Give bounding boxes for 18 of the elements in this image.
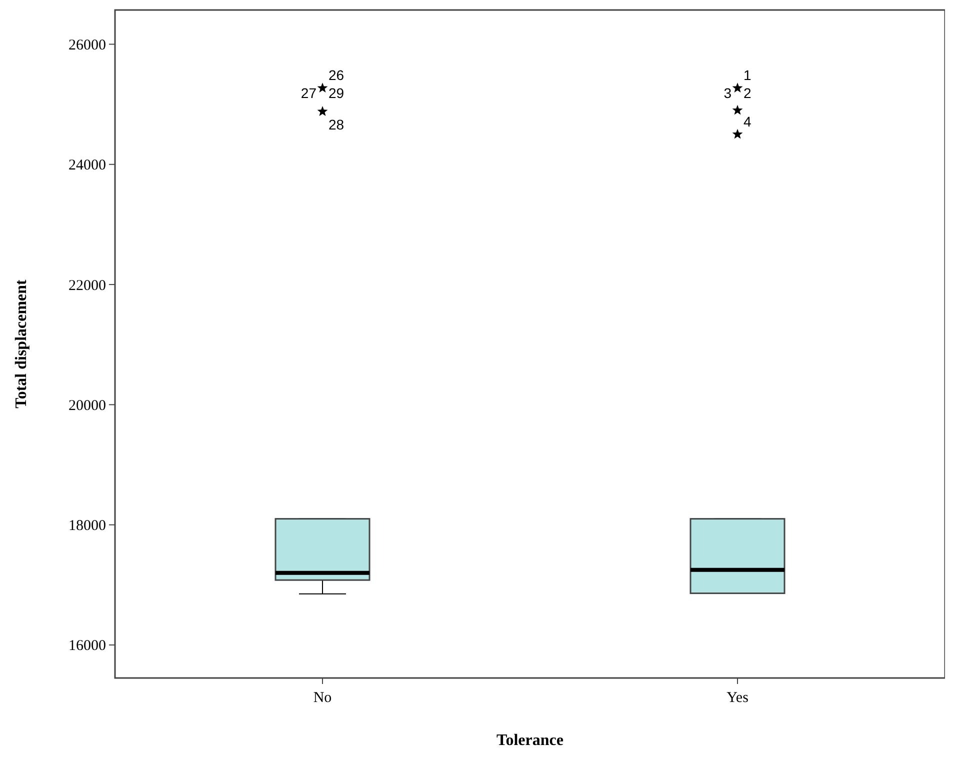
annotation: 26 xyxy=(328,67,344,84)
x-tick-label: No xyxy=(313,690,332,706)
y-axis-title: Total displacement xyxy=(13,278,30,408)
annotation: 4 xyxy=(744,113,752,130)
y-tick-label: 18000 xyxy=(68,518,106,534)
y-tick-label: 16000 xyxy=(68,638,106,654)
annotation: 3 xyxy=(724,85,732,102)
x-tick-label: Yes xyxy=(726,690,749,706)
annotation: 27 xyxy=(300,85,317,102)
y-tick-label: 26000 xyxy=(68,37,106,54)
y-tick-label: 22000 xyxy=(68,278,106,294)
annotation: 2 xyxy=(744,85,752,102)
y-tick-label: 24000 xyxy=(68,158,106,174)
annotation: 29 xyxy=(328,85,344,102)
x-axis-title: Tolerance xyxy=(496,732,564,749)
annotation: 28 xyxy=(328,116,344,133)
annotation: 1 xyxy=(744,67,752,84)
y-tick-label: 20000 xyxy=(68,398,106,414)
